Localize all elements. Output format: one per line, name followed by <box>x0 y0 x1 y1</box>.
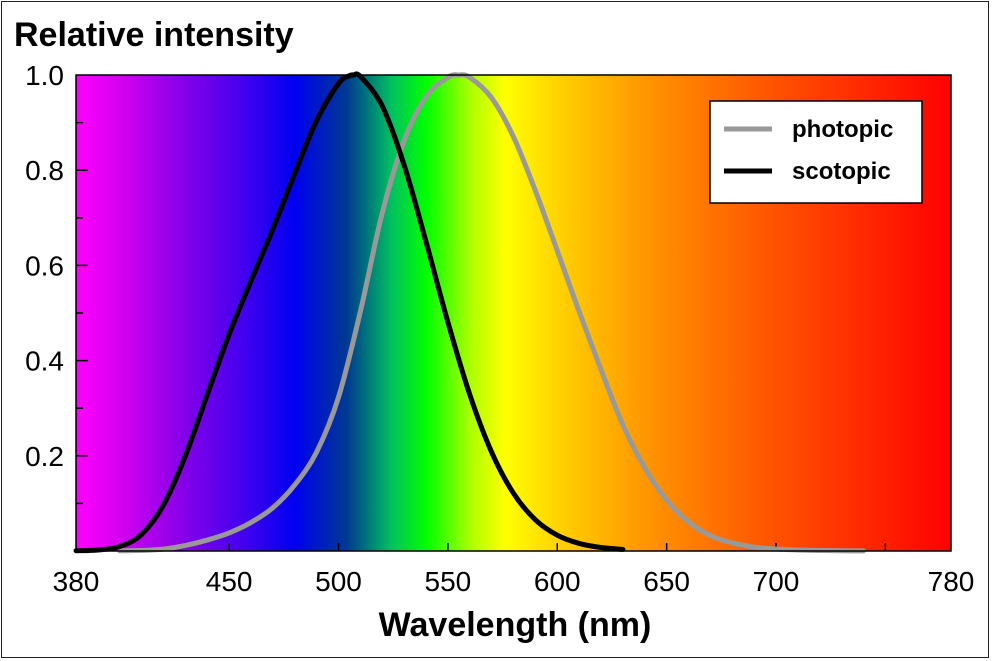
plot-border <box>75 74 952 552</box>
legend-box <box>709 100 923 204</box>
chart-title: Relative intensity <box>14 16 294 54</box>
x-tick-label: 380 <box>53 566 100 597</box>
legend-label-photopic: photopic <box>792 116 893 143</box>
y-tick-label: 0.2 <box>25 441 64 472</box>
series-line-photopic <box>117 72 866 554</box>
x-tick-label: 780 <box>928 566 975 597</box>
x-axis-label: Wavelength (nm) <box>379 606 652 644</box>
x-tick-label: 650 <box>643 566 690 597</box>
y-tick-label: 0.6 <box>25 250 64 281</box>
x-tick-label: 700 <box>753 566 800 597</box>
x-tick-label: 500 <box>315 566 362 597</box>
x-axis: 380 450 500 550 600 650 700 780 <box>53 543 975 597</box>
y-tick-label: 1.0 <box>25 60 64 91</box>
x-tick-label: 550 <box>425 566 472 597</box>
x-tick-label: 450 <box>206 566 253 597</box>
legend: photopic scotopic <box>709 100 923 204</box>
x-tick-label: 600 <box>534 566 581 597</box>
legend-label-scotopic: scotopic <box>792 158 891 185</box>
y-tick-label: 0.8 <box>25 155 64 186</box>
y-tick-label: 0.4 <box>25 346 64 377</box>
y-axis: 0.2 0.4 0.6 0.8 1.0 <box>25 60 88 505</box>
